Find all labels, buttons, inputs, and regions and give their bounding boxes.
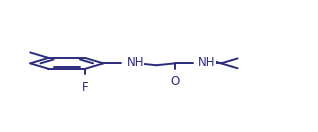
Text: O: O (170, 75, 179, 88)
Text: F: F (82, 81, 88, 94)
Text: NH: NH (198, 56, 216, 69)
Text: NH: NH (127, 56, 144, 69)
